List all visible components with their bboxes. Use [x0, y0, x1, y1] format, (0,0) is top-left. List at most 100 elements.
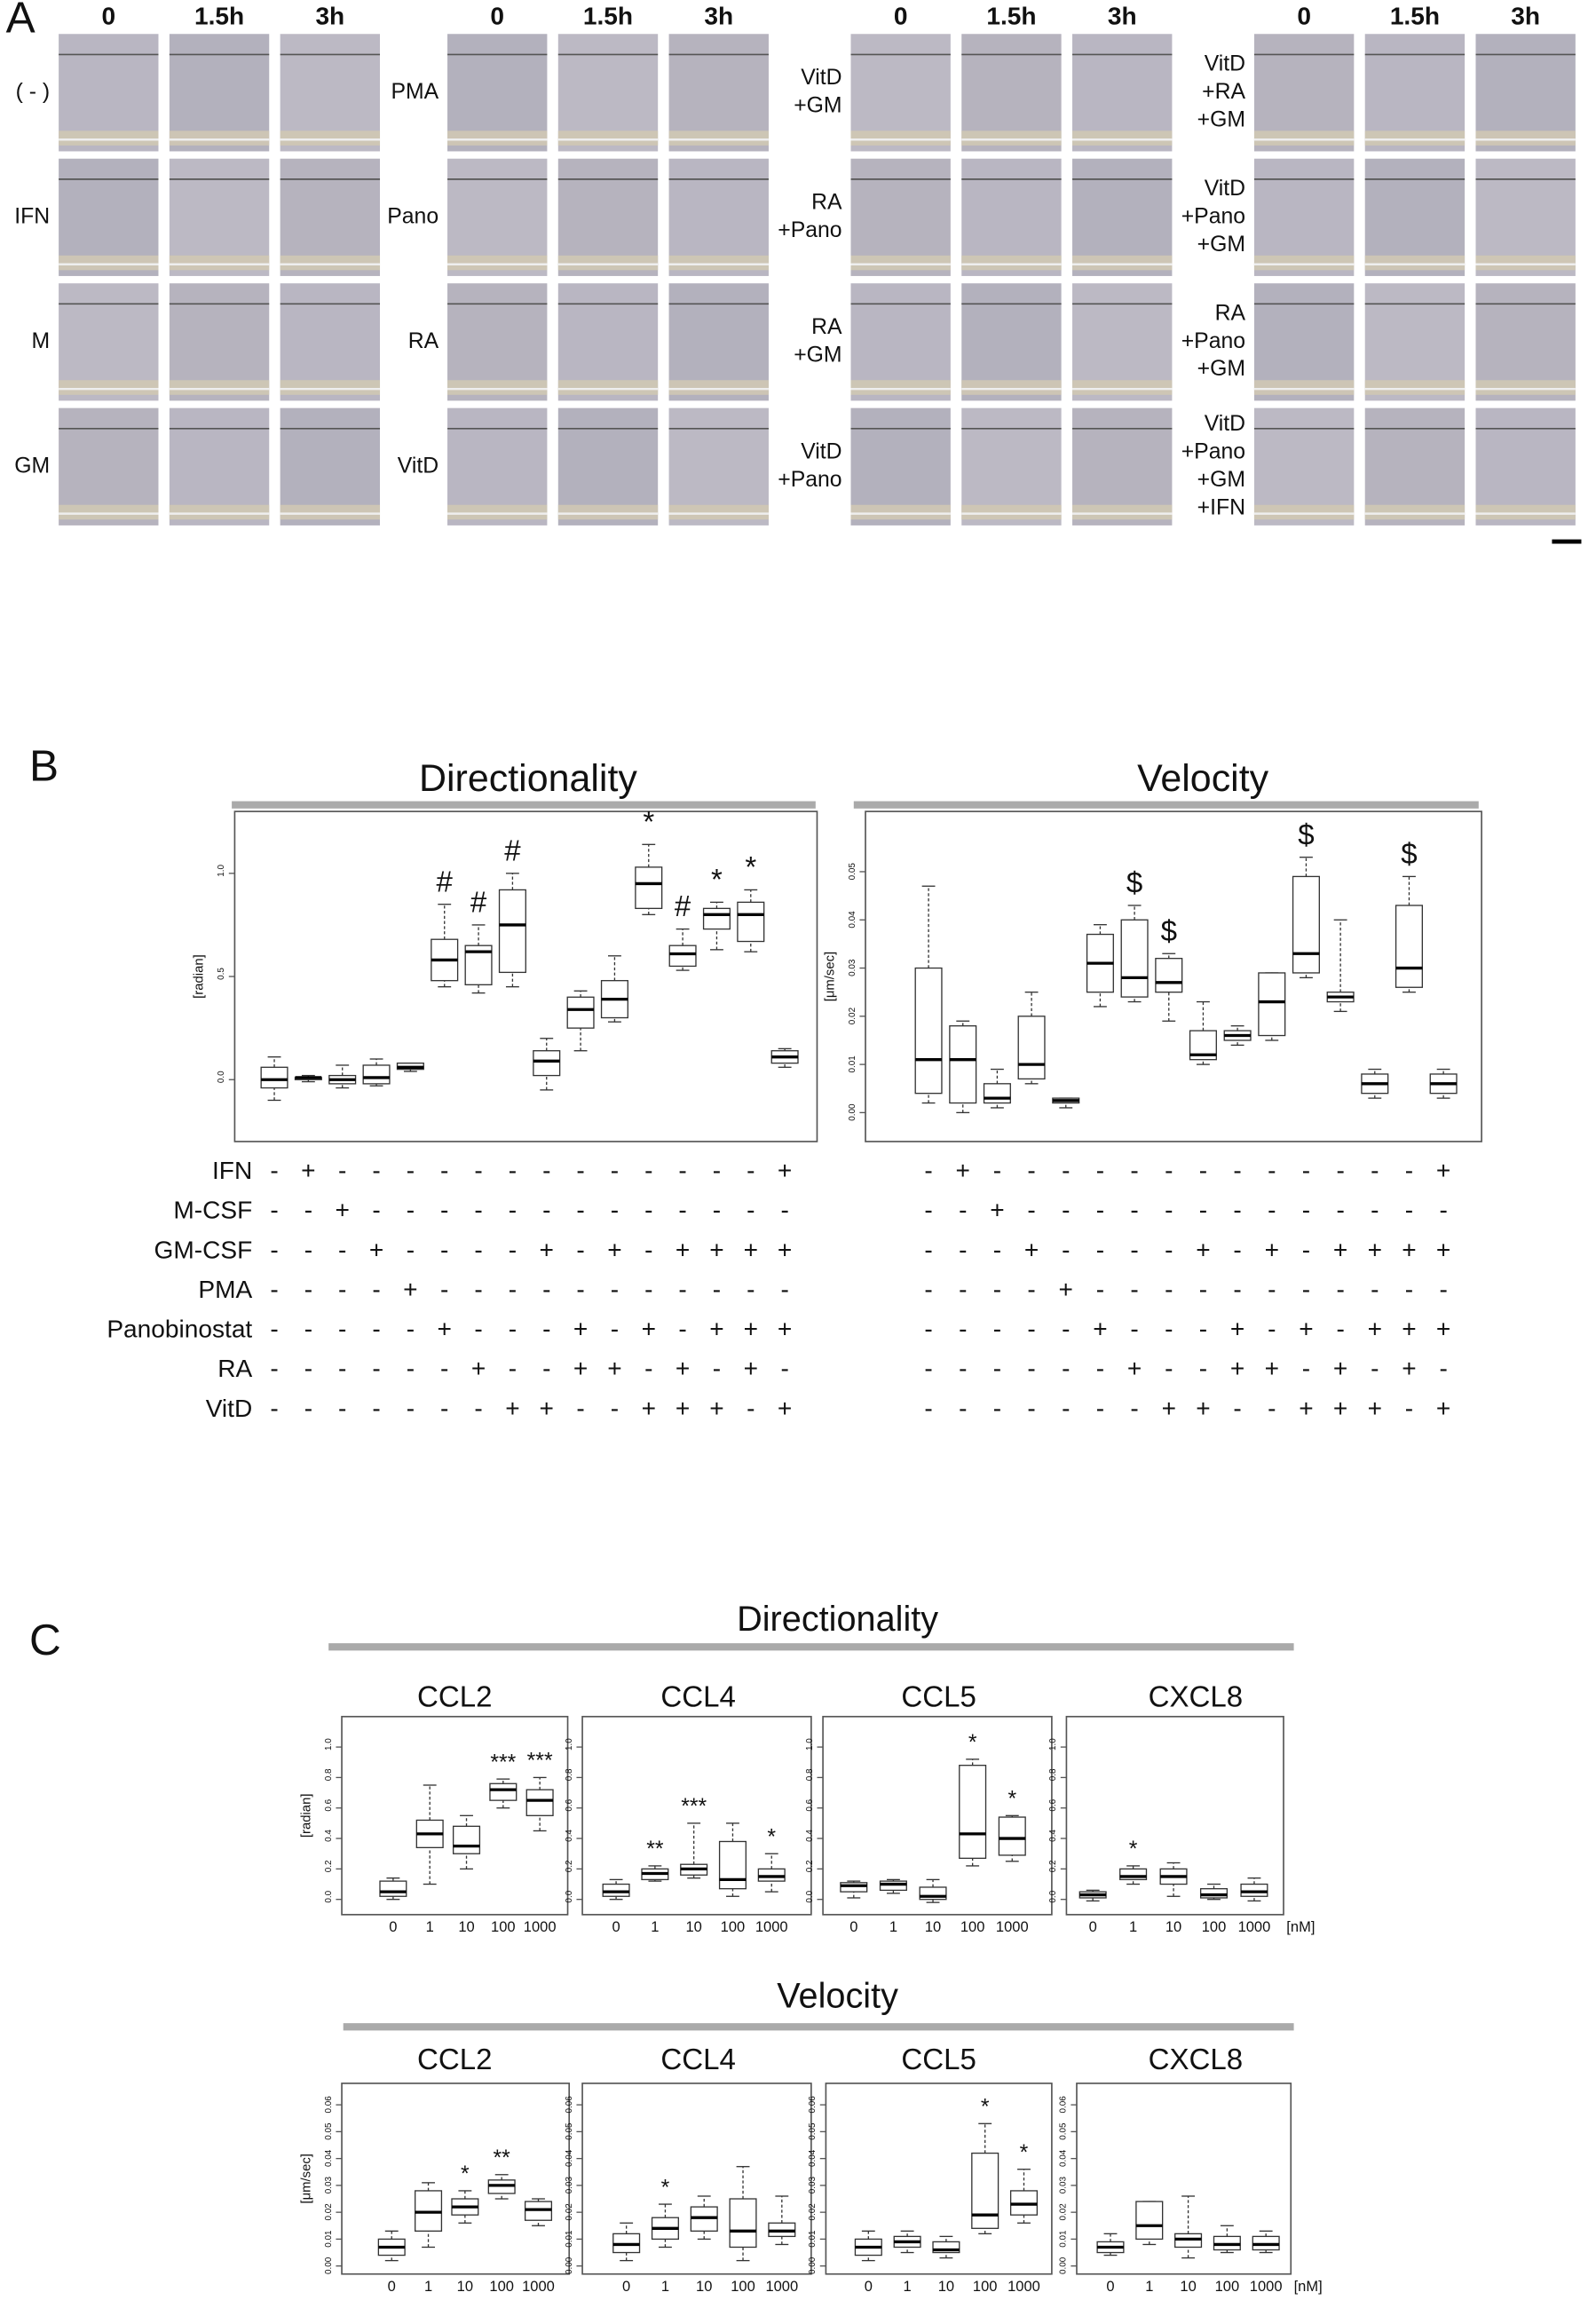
y-tick-label: 0.03	[848, 959, 857, 976]
treatment-sign: +	[778, 1316, 792, 1343]
significance-label: #	[504, 834, 521, 867]
cell-layer	[169, 255, 270, 271]
y-tick-label: 0.2	[565, 1860, 574, 1872]
cell-layer	[1475, 255, 1576, 271]
treatment-sign: +	[607, 1236, 621, 1263]
plot-frame	[1065, 1715, 1284, 1916]
row-label: GM	[14, 454, 50, 478]
y-tick-label: 0.0	[1048, 1890, 1058, 1902]
column-header: 3h	[315, 3, 344, 30]
treatment-sign: -	[1027, 1316, 1035, 1343]
x-tick-label: 1	[661, 2278, 669, 2295]
significance-label: #	[470, 887, 487, 920]
treatment-sign: -	[1165, 1316, 1173, 1343]
x-tick-label: 0	[1089, 1918, 1097, 1935]
y-tick-label: 0.04	[848, 911, 857, 929]
treatment-sign: -	[1233, 1197, 1241, 1224]
x-tick-label: 0	[1106, 2278, 1114, 2295]
box	[452, 1825, 481, 1854]
treatment-sign: -	[1027, 1157, 1035, 1184]
x-tick-label: 10	[685, 1918, 701, 1935]
treatment-sign: -	[270, 1316, 278, 1343]
treatment-sign: -	[407, 1395, 415, 1422]
row-label: +RA	[1202, 80, 1245, 104]
x-tick-label: 100	[973, 2278, 998, 2295]
treatment-sign: -	[1405, 1395, 1413, 1422]
significance-label: ***	[527, 1750, 553, 1774]
treatment-sign: -	[542, 1157, 550, 1184]
treatment-sign: -	[1336, 1276, 1344, 1303]
cell-layer	[59, 255, 159, 271]
treatment-sign: -	[270, 1355, 278, 1382]
treatment-sign: -	[509, 1236, 517, 1263]
cell-layer	[447, 255, 548, 271]
box	[729, 2198, 757, 2249]
significance-label: *	[767, 1825, 776, 1849]
significance-label: ***	[490, 1751, 516, 1774]
y-tick-label: 0.8	[565, 1768, 574, 1781]
treatment-sign: -	[1199, 1276, 1207, 1303]
x-tick-label: 10	[457, 2278, 473, 2295]
y-tick-label: 0.06	[324, 2096, 334, 2114]
box	[1240, 1883, 1268, 1897]
treatment-sign: -	[644, 1355, 652, 1382]
x-tick-label: 100	[489, 2278, 514, 2295]
treatment-sign: -	[1336, 1316, 1344, 1343]
treatment-sign: -	[780, 1276, 788, 1303]
y-tick-label: 0.00	[565, 2257, 574, 2274]
row-label: +Pano	[1181, 329, 1245, 353]
treatment-sign: -	[611, 1316, 619, 1343]
treatment-sign: -	[747, 1395, 755, 1422]
treatment-sign: -	[372, 1355, 380, 1382]
y-tick-label: 0.05	[848, 863, 857, 881]
chart-title: CCL5	[901, 1681, 976, 1714]
treatment-sign: -	[1027, 1395, 1035, 1422]
treatment-sign: -	[542, 1355, 550, 1382]
plot-frame	[341, 1715, 569, 1916]
treatment-sign: +	[369, 1236, 383, 1263]
x-tick-label: 0	[388, 2278, 396, 2295]
cell-layer	[557, 255, 659, 271]
y-tick-label: 0.6	[565, 1798, 574, 1811]
treatment-sign: -	[1062, 1236, 1070, 1263]
y-tick-label: 0.03	[808, 2176, 818, 2193]
treatment-sign: -	[713, 1276, 721, 1303]
treatment-sign: +	[1230, 1316, 1244, 1343]
treatment-sign: -	[1199, 1355, 1207, 1382]
y-tick-label: 0.8	[324, 1768, 334, 1781]
y-tick-label: 0.05	[565, 2122, 574, 2140]
row-label: RA	[1215, 301, 1246, 325]
x-tick-label: 10	[938, 2278, 954, 2295]
treatment-sign: -	[1062, 1316, 1070, 1343]
treatment-sign: -	[407, 1236, 415, 1263]
treatment-sign: +	[1402, 1316, 1416, 1343]
treatment-sign: +	[709, 1316, 723, 1343]
treatment-sign: +	[301, 1157, 315, 1184]
significance-label: $	[1126, 867, 1142, 900]
cell-layer	[850, 504, 951, 520]
treatment-sign: +	[1402, 1355, 1416, 1382]
y-tick-label: 0.0	[565, 1890, 574, 1902]
cell-layer	[447, 504, 548, 520]
treatment-sign: -	[1027, 1276, 1035, 1303]
cell-layer	[557, 130, 659, 146]
y-tick-label: 0.05	[808, 2122, 818, 2140]
treatment-sign: -	[1096, 1395, 1104, 1422]
treatment-sign: -	[1371, 1157, 1379, 1184]
box	[602, 1883, 630, 1897]
treatment-sign: -	[959, 1355, 967, 1382]
box	[1155, 958, 1183, 993]
x-tick-label: 0	[849, 1918, 857, 1935]
y-tick-label: 0.06	[565, 2096, 574, 2114]
y-tick-label: 0.02	[565, 2203, 574, 2221]
treatment-sign: -	[1439, 1355, 1447, 1382]
header-bar	[328, 1643, 1294, 1651]
cell-layer	[169, 380, 270, 395]
x-tick-label: 100	[491, 1918, 516, 1935]
x-tick-label: 100	[721, 1918, 746, 1935]
treatment-sign: +	[540, 1395, 554, 1422]
x-tick-label: 1000	[1250, 2278, 1283, 2295]
row-label: +GM	[1197, 107, 1245, 131]
treatment-sign: -	[993, 1395, 1001, 1422]
y-tick-label: 0.4	[324, 1830, 334, 1842]
